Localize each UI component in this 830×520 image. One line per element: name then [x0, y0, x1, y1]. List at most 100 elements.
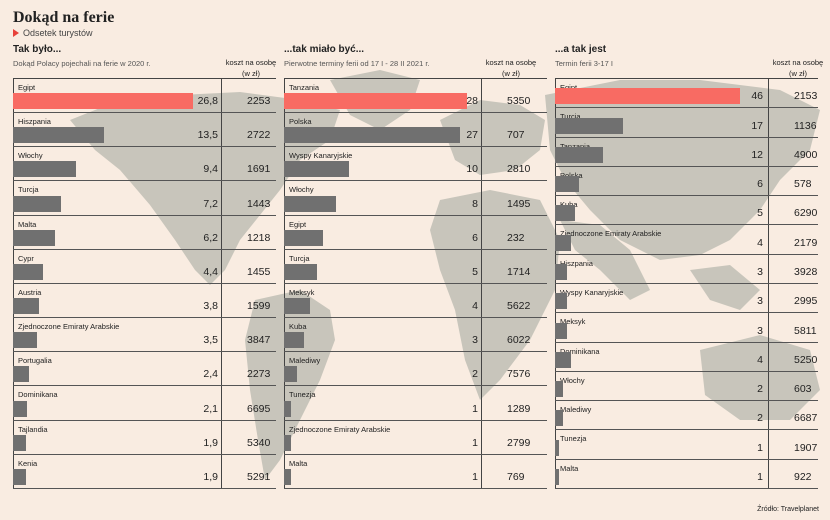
- cost-value: 603: [794, 383, 812, 396]
- chart-subtitle: Odsetek turystów: [13, 28, 93, 38]
- bar-row: Tajlandia 1,9 5340: [13, 421, 276, 455]
- cost-header-line: koszt na osobę: [225, 58, 277, 67]
- bar: [284, 400, 291, 417]
- country-label: Tanzania: [560, 142, 590, 151]
- country-label: Malta: [560, 463, 579, 473]
- country-label: Austria: [18, 287, 42, 297]
- cost-value: 1691: [247, 163, 271, 176]
- country-label: Turcja: [560, 112, 581, 121]
- cost-value: 922: [794, 470, 812, 483]
- value-label: 1: [472, 402, 478, 415]
- value-label: 12: [751, 148, 763, 161]
- country-label: Wyspy Kanaryjskie: [560, 287, 624, 297]
- country-label: Malediwy: [289, 356, 321, 366]
- panel-subtitle: Pierwotne terminy ferii od 17 I - 28 II …: [284, 59, 430, 68]
- bar-row: Hiszpania 3 3928: [555, 255, 818, 284]
- cost-value: 2810: [507, 163, 531, 176]
- country-label: Turcja: [289, 253, 310, 263]
- country-label: Zjednoczone Emiraty Arabskie: [560, 229, 662, 239]
- bar: [13, 468, 26, 485]
- value-label: 1: [472, 436, 478, 449]
- cost-value: 232: [507, 231, 525, 244]
- bar-rows: Egipt 26,8 2253 Hiszpania 13,5 2722 Włochy 9,4 1…: [13, 78, 276, 489]
- country-label: Egipt: [289, 219, 307, 229]
- value-label: 3,5: [203, 334, 218, 347]
- bar-row: Dominikana 4 5250: [555, 343, 818, 372]
- bar-row: Zjednoczone Emiraty Arabskie 3,5 3847: [13, 318, 276, 353]
- country-label: Hiszpania: [18, 117, 51, 127]
- bar-row: Turcja 5 1714: [284, 250, 547, 284]
- country-label: Meksyk: [560, 317, 586, 327]
- bar: [555, 146, 604, 163]
- bar: [555, 439, 560, 456]
- value-label: 3: [472, 334, 478, 347]
- country-label: Malta: [289, 458, 308, 468]
- bar-row: Kenia 1,9 5291: [13, 455, 276, 489]
- bar: [284, 298, 311, 315]
- bar-rows: Egipt462153Turcja171136Tanzania124900Pol…: [555, 78, 818, 489]
- bar: [284, 195, 337, 212]
- bar: [284, 229, 324, 246]
- bar: [555, 322, 568, 339]
- source-note: Źródło: Travelplanet: [757, 506, 819, 513]
- cost-value: 5250: [794, 353, 818, 366]
- bar: [555, 293, 568, 310]
- bar-row: Tunezja 1 1907: [555, 430, 818, 460]
- cost-value: 769: [507, 470, 525, 483]
- bar-row: Włochy 9,4 1691: [13, 147, 276, 182]
- bar-row: Wyspy Kanaryjskie 3 2995: [555, 284, 818, 314]
- cost-value: 2253: [247, 95, 271, 108]
- bar-row: Malediwy 2 7576: [284, 352, 547, 387]
- bar-row: Tunezja 1 1289: [284, 386, 547, 421]
- bar: [555, 381, 564, 398]
- cost-value: 7576: [507, 368, 531, 381]
- bar: [13, 332, 37, 349]
- cost-value: 1599: [247, 300, 271, 313]
- bar-row: Malta 1 922: [555, 460, 818, 489]
- value-label: 8: [472, 197, 478, 210]
- bar: [13, 229, 55, 246]
- bar-rows: Tanzania 28 5350 Polska 27 707 Wyspy Kanaryjsk…: [284, 78, 547, 489]
- bar: [13, 93, 193, 110]
- subtitle-text: Odsetek turystów: [23, 28, 93, 38]
- bar: [284, 93, 467, 110]
- bar: [284, 434, 291, 451]
- value-label: 27: [466, 129, 478, 142]
- cost-value: 2179: [794, 236, 818, 249]
- country-label: Polska: [289, 117, 312, 127]
- cost-value: 1289: [507, 402, 531, 415]
- cost-header-line: koszt na osobę: [772, 58, 824, 67]
- cost-value: 4900: [794, 148, 818, 161]
- cost-header: koszt na osobę (w zł): [476, 57, 546, 79]
- cost-value: 1455: [247, 265, 271, 278]
- value-label: 13,5: [197, 129, 218, 142]
- bar-row: Zjednoczone Emiraty Arabskie 4 2179: [555, 225, 818, 255]
- bar-row: Kuba 5 6290: [555, 196, 818, 226]
- country-label: Dominikana: [560, 346, 600, 356]
- country-label: Tajlandia: [18, 424, 48, 434]
- cost-value: 6290: [794, 207, 818, 220]
- cost-value: 5291: [247, 470, 271, 483]
- cost-header-line: (w zł): [789, 69, 807, 78]
- bar-row: Turcja 7,2 1443: [13, 181, 276, 216]
- bar: [284, 468, 291, 485]
- panel-current: ...a tak jest Termin ferii 3-17 I koszt na…: [555, 44, 823, 489]
- value-label: 6: [757, 178, 763, 191]
- value-label: 4: [757, 236, 763, 249]
- cost-value: 2273: [247, 368, 271, 381]
- bar-row: Wyspy Kanaryjskie 10 2810: [284, 147, 547, 182]
- value-label: 2: [757, 412, 763, 425]
- value-label: 1: [757, 441, 763, 454]
- value-label: 5: [472, 265, 478, 278]
- value-label: 1,9: [203, 436, 218, 449]
- bar-row: Malta 6,2 1218: [13, 216, 276, 250]
- cost-value: 6695: [247, 402, 271, 415]
- country-label: Hiszpania: [560, 258, 593, 268]
- bar: [555, 234, 572, 251]
- country-label: Dominikana: [18, 390, 58, 400]
- bar-row: Polska 6 578: [555, 167, 818, 197]
- value-label: 3: [757, 324, 763, 337]
- value-label: 4: [757, 353, 763, 366]
- bar: [555, 88, 740, 105]
- bar-row: Portugalia 2,4 2273: [13, 352, 276, 387]
